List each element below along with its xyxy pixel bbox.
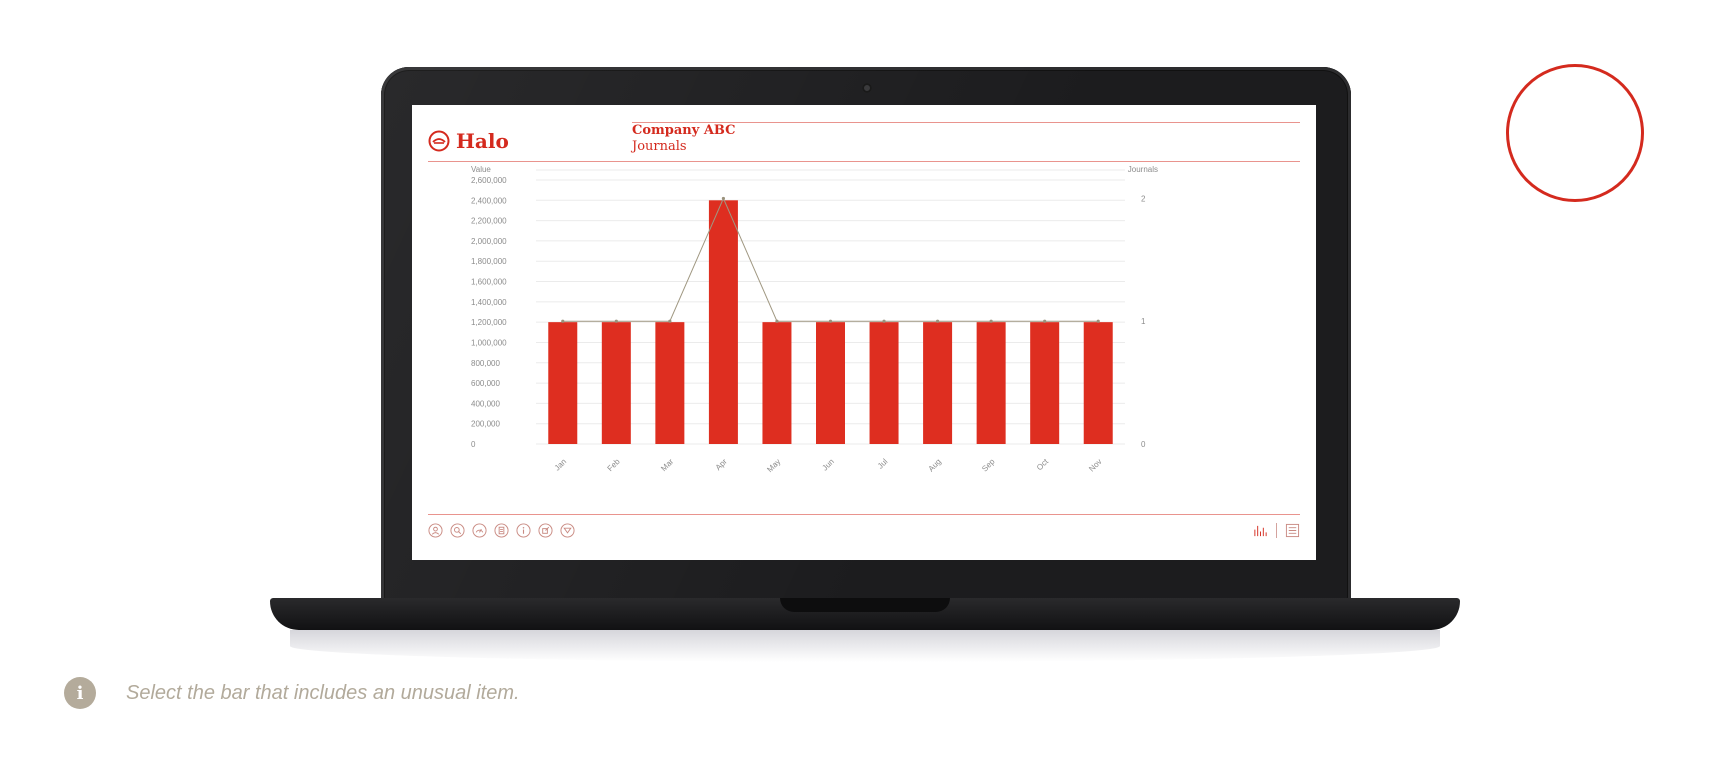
- info-icon: i: [64, 677, 96, 709]
- filter-circle-icon[interactable]: [560, 523, 575, 538]
- logo-text: Halo: [456, 129, 509, 153]
- journals-point: [882, 319, 886, 323]
- y-tick-label: 200,000: [471, 420, 500, 429]
- list-view-icon[interactable]: [1285, 523, 1300, 538]
- y2-tick-label: 0: [1141, 440, 1146, 449]
- laptop-shadow: [290, 630, 1440, 662]
- bar-nov[interactable]: [1083, 322, 1113, 444]
- journals-point: [775, 319, 779, 323]
- bar-feb[interactable]: [601, 322, 631, 444]
- bar-mar[interactable]: [655, 322, 685, 444]
- highlight-circle: [1506, 64, 1644, 202]
- y-axis-label: Value: [471, 165, 491, 174]
- x-tick-label: Jan: [553, 457, 568, 472]
- y-tick-label: 2,200,000: [471, 217, 507, 226]
- x-tick-label: May: [765, 457, 782, 474]
- halo-logo-icon: [428, 130, 450, 152]
- x-tick-label: Mar: [659, 457, 675, 473]
- x-tick-label: Nov: [1087, 457, 1103, 473]
- y2-tick-label: 2: [1141, 194, 1146, 203]
- footer-divider: [428, 514, 1300, 515]
- bar-chart-icon[interactable]: [1253, 523, 1268, 538]
- bar-aug[interactable]: [923, 322, 953, 444]
- app-logo[interactable]: Halo: [428, 129, 509, 153]
- x-tick-label: Jul: [876, 457, 890, 471]
- x-tick-label: Sep: [980, 457, 997, 474]
- y-tick-label: 1,800,000: [471, 257, 507, 266]
- y-tick-label: 1,600,000: [471, 278, 507, 287]
- y-tick-label: 2,600,000: [471, 176, 507, 185]
- y-tick-label: 400,000: [471, 399, 500, 408]
- x-tick-label: Aug: [927, 457, 943, 473]
- journals-point: [989, 319, 993, 323]
- journals-point: [614, 319, 618, 323]
- edit-circle-icon[interactable]: [538, 523, 553, 538]
- bar-sep[interactable]: [976, 322, 1006, 444]
- section-title: Journals: [632, 139, 687, 154]
- view-separator: [1276, 523, 1277, 538]
- app-screen: Halo Company ABC Journals 0 200,000 400,00…: [412, 105, 1316, 560]
- bar-jul[interactable]: [869, 322, 899, 444]
- bar-apr[interactable]: [708, 200, 738, 444]
- y-tick-label: 1,200,000: [471, 318, 507, 327]
- bar-oct[interactable]: [1030, 322, 1060, 444]
- instruction-row: i Select the bar that includes an unusua…: [64, 677, 520, 709]
- y-tick-label: 1,000,000: [471, 338, 507, 347]
- company-name: Company ABC: [632, 123, 736, 138]
- view-switcher: [1253, 523, 1300, 538]
- y-tick-label: 1,400,000: [471, 298, 507, 307]
- y-tick-label: 2,400,000: [471, 196, 507, 205]
- x-tick-label: Feb: [606, 457, 623, 474]
- journals-point: [721, 196, 726, 201]
- journals-chart: 0 200,000 400,000 600,000 800,000 1,000,000 1,…: [471, 165, 1158, 474]
- info-circle-icon[interactable]: [516, 523, 531, 538]
- x-tick-label: Jun: [820, 457, 835, 472]
- journals-point: [668, 319, 672, 323]
- laptop-notch: [780, 598, 950, 612]
- journals-point: [828, 319, 833, 323]
- user-circle-icon[interactable]: [428, 523, 443, 538]
- journals-line: [562, 197, 1099, 322]
- document-circle-icon[interactable]: [494, 523, 509, 538]
- instruction-text: Select the bar that includes an unusual …: [126, 681, 520, 704]
- gauge-circle-icon[interactable]: [472, 523, 487, 538]
- bar-jun[interactable]: [816, 322, 845, 444]
- webcam-icon: [862, 83, 872, 93]
- footer-toolbar: [428, 523, 575, 538]
- bar-jan[interactable]: [548, 322, 578, 444]
- y2-axis-label: Journals: [1128, 165, 1158, 174]
- y-tick-label: 800,000: [471, 359, 500, 368]
- journals-point: [1043, 319, 1047, 323]
- y-tick-label: 0: [471, 440, 476, 449]
- y-tick-label: 2,000,000: [471, 237, 507, 246]
- bar-may[interactable]: [762, 322, 792, 444]
- y2-tick-label: 1: [1141, 317, 1146, 326]
- journals-point: [1096, 319, 1100, 323]
- y-tick-label: 600,000: [471, 379, 500, 388]
- x-tick-label: Oct: [1035, 457, 1051, 473]
- journals-point: [935, 319, 940, 323]
- x-tick-label: Apr: [714, 457, 729, 472]
- search-circle-icon[interactable]: [450, 523, 465, 538]
- journals-point: [561, 319, 565, 323]
- header-divider-top: [632, 122, 1300, 123]
- header-divider-bottom: [428, 161, 1300, 162]
